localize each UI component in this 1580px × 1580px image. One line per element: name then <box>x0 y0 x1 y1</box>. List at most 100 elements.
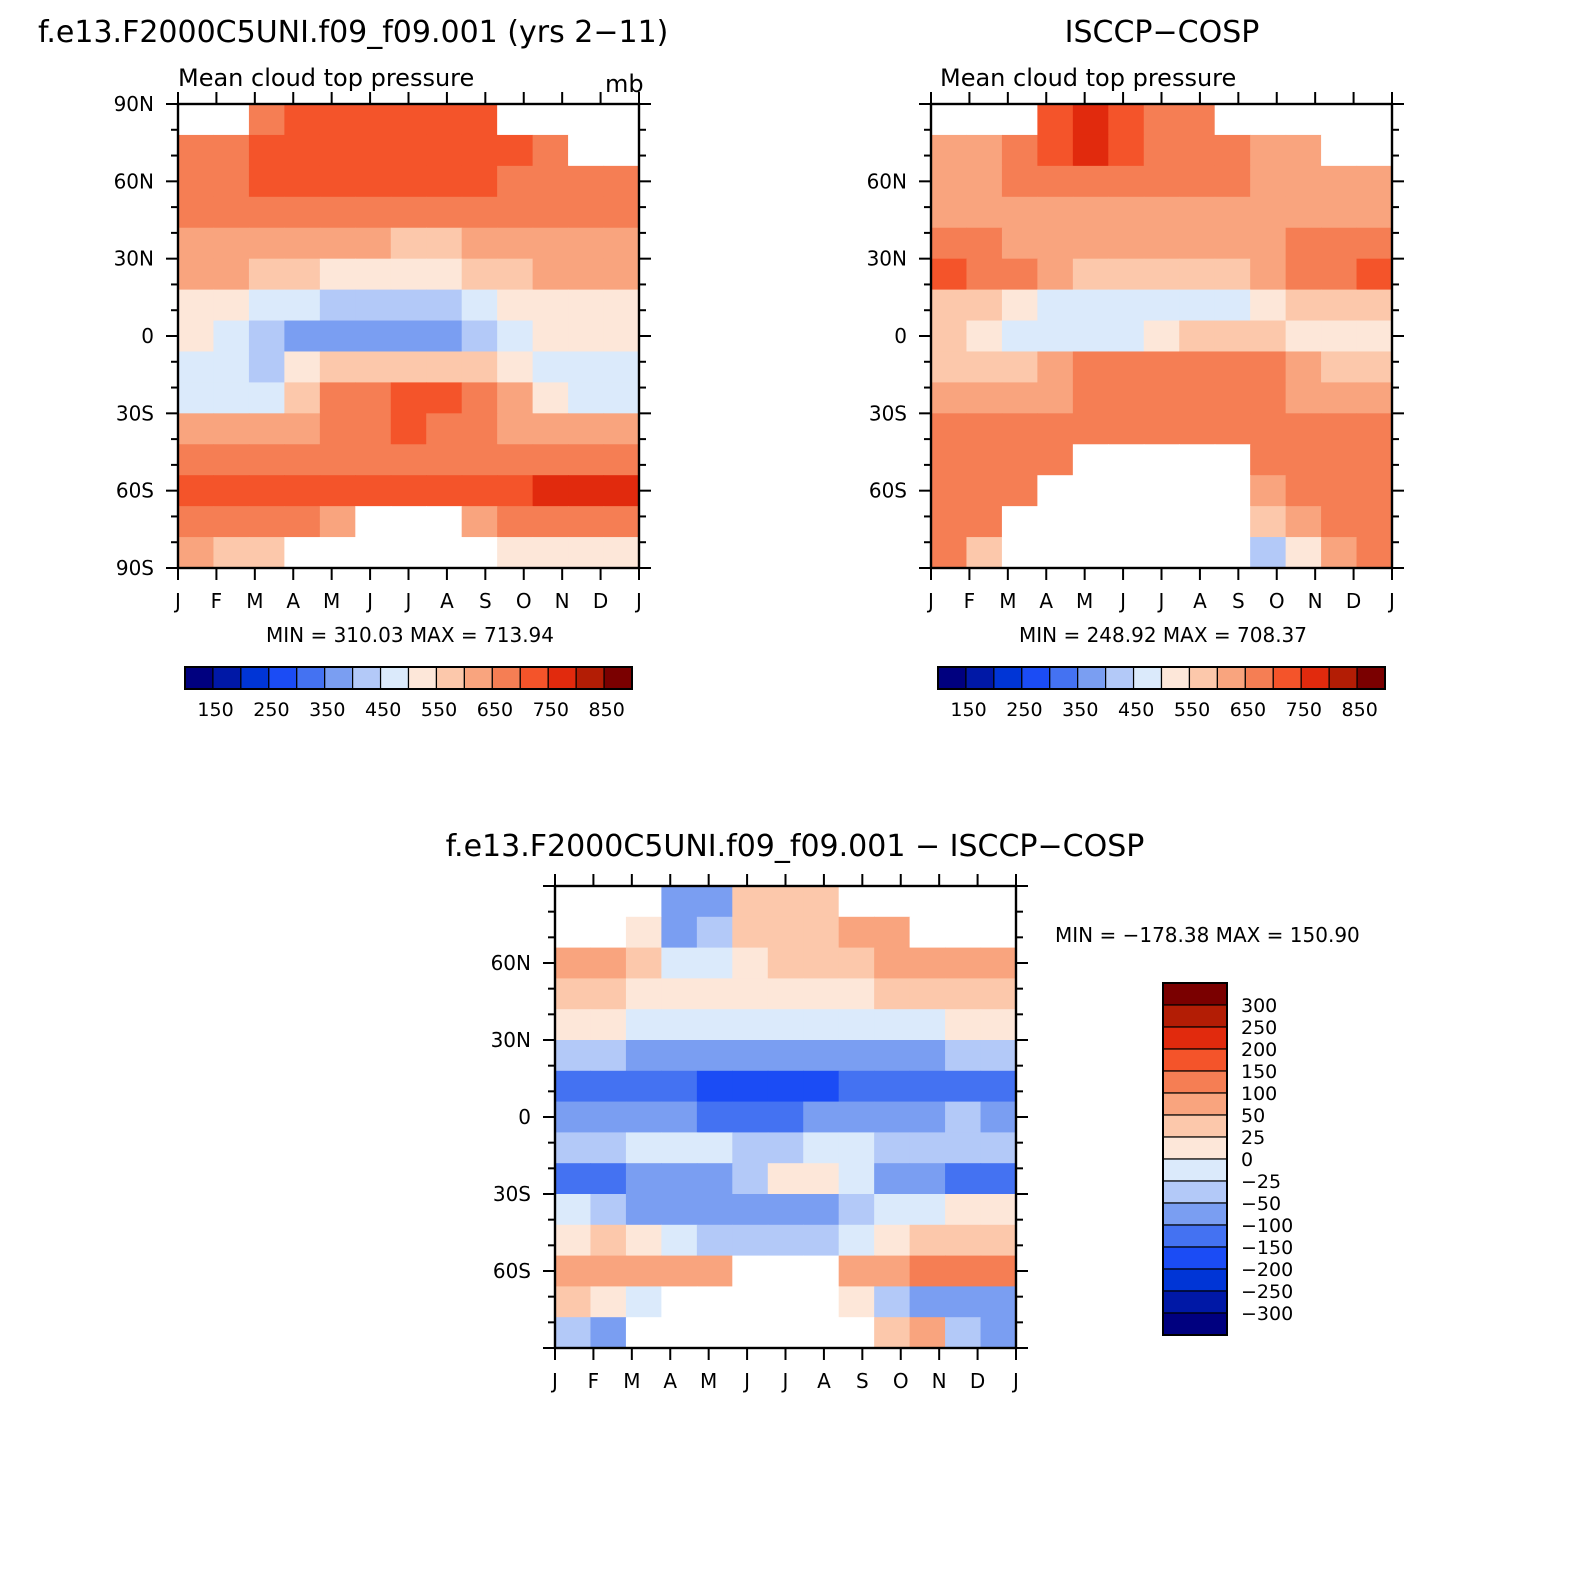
obs-cell <box>1356 134 1393 167</box>
diff-xtick-label: J <box>1011 1369 1019 1393</box>
obs-cell <box>1108 134 1145 167</box>
obs-colorbar: 150 250 350 450 550 650 750 850 <box>937 666 1386 721</box>
diff-cell <box>767 1009 804 1041</box>
obs-cell <box>1072 289 1109 322</box>
diff-cell <box>732 886 769 918</box>
obs-cell <box>1001 475 1038 507</box>
obs-cell <box>1143 227 1180 260</box>
model-colorbar-swatch <box>379 666 410 690</box>
diff-cell <box>767 1255 804 1287</box>
obs-cell <box>1001 258 1038 291</box>
diff-cell <box>874 1101 911 1133</box>
diff-cell <box>980 886 1017 918</box>
diff-cell <box>696 978 733 1010</box>
diff-cell <box>980 947 1017 979</box>
model-cell <box>319 165 356 198</box>
diff-cell <box>945 1194 982 1226</box>
obs-colorbar-swatch <box>993 666 1023 690</box>
obs-cell <box>1285 165 1322 198</box>
obs-cell <box>1001 227 1038 260</box>
obs-cell <box>1285 351 1322 383</box>
obs-cell <box>1356 289 1393 322</box>
model-colorbar-swatch <box>407 666 438 690</box>
model-cell <box>426 134 463 167</box>
model-title: f.e13.F2000C5UNI.f09_f09.001 (yrs 2−11) <box>38 15 668 50</box>
model-cell <box>248 320 285 353</box>
diff-cell <box>555 1009 592 1041</box>
diff-cell <box>909 947 946 979</box>
diff-cell <box>732 978 769 1010</box>
model-cell <box>284 382 321 414</box>
diff-cell <box>803 1194 840 1226</box>
diff-cell <box>803 916 840 949</box>
model-cell <box>390 196 427 229</box>
diff-cell <box>838 916 875 949</box>
model-xtick-label: J <box>404 589 412 613</box>
model-cell <box>178 506 215 538</box>
model-cell <box>355 258 392 291</box>
obs-cell <box>1001 134 1038 167</box>
obs-cell <box>931 104 968 136</box>
diff-cell <box>874 886 911 918</box>
obs-cell <box>1072 444 1109 476</box>
diff-colorbar-swatch <box>1162 1290 1228 1314</box>
obs-cell <box>1143 165 1180 198</box>
model-colorbar-label: 250 <box>253 699 289 721</box>
obs-cell <box>966 289 1003 322</box>
obs-cell <box>1037 351 1074 383</box>
obs-cell <box>966 227 1003 260</box>
diff-cell <box>945 947 982 979</box>
obs-cell <box>1001 196 1038 229</box>
diff-cell <box>874 1317 911 1349</box>
diff-cell <box>590 1070 627 1103</box>
obs-colorbar-swatch <box>1132 666 1163 690</box>
obs-cell <box>1001 320 1038 353</box>
model-cell <box>497 258 534 291</box>
diff-cell <box>555 1040 592 1072</box>
diff-cell <box>909 1255 946 1287</box>
model-cell <box>603 351 640 383</box>
model-cell <box>461 104 498 136</box>
obs-cell <box>966 413 1003 445</box>
obs-cell <box>1108 475 1145 507</box>
obs-cell <box>1214 382 1251 414</box>
diff-cell <box>590 916 627 949</box>
obs-cell <box>1037 475 1074 507</box>
obs-cell <box>1214 165 1251 198</box>
diff-cell <box>555 1194 592 1226</box>
diff-cell <box>590 1101 627 1133</box>
model-cell <box>497 537 534 569</box>
diff-cell <box>909 1194 946 1226</box>
obs-cell <box>1321 413 1358 445</box>
model-cell <box>355 134 392 167</box>
model-cell <box>178 537 215 569</box>
diff-cell <box>625 1286 662 1318</box>
obs-cell <box>966 537 1003 569</box>
obs-cell <box>1001 444 1038 476</box>
model-cell <box>284 537 321 569</box>
obs-cell <box>1356 258 1393 291</box>
model-cell <box>284 320 321 353</box>
obs-cell <box>1143 351 1180 383</box>
obs-cell <box>1143 134 1180 167</box>
model-cell <box>248 289 285 322</box>
diff-cell <box>909 886 946 918</box>
diff-cell <box>696 1224 733 1257</box>
model-subtitle: Mean cloud top pressure <box>178 64 474 92</box>
model-colorbar-label: 750 <box>533 699 569 721</box>
diff-cell <box>980 1286 1017 1318</box>
obs-subtitle: Mean cloud top pressure <box>940 64 1236 92</box>
diff-cell <box>945 1224 982 1257</box>
model-cell <box>568 506 605 538</box>
obs-cell <box>1285 134 1322 167</box>
obs-colorbar-swatch <box>937 666 967 690</box>
model-cell <box>390 537 427 569</box>
obs-cell <box>1179 475 1216 507</box>
model-cell <box>497 475 534 507</box>
obs-cell <box>1250 413 1287 445</box>
model-cell <box>603 475 640 507</box>
diff-ytick-label: 30S <box>493 1182 531 1206</box>
diff-colorbar-swatch <box>1162 1114 1228 1138</box>
model-cell <box>390 382 427 414</box>
